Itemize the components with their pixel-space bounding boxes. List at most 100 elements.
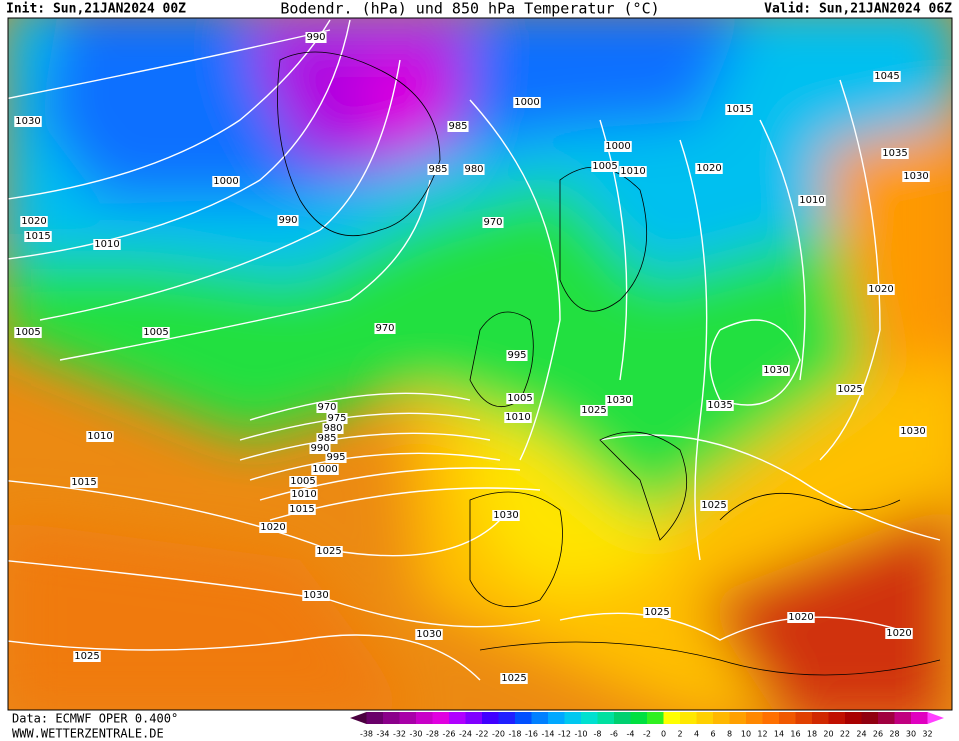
legend-swatch <box>713 712 730 724</box>
isobar-label: 990 <box>306 32 325 43</box>
isobar-label-box <box>326 413 348 424</box>
legend-swatch <box>399 712 417 724</box>
legend-swatch <box>564 712 582 724</box>
isobar-label: 990 <box>310 443 329 454</box>
legend-swatch <box>383 712 400 724</box>
isobar-label: 980 <box>323 423 342 434</box>
isobar-label: 1010 <box>620 166 645 177</box>
isobar-label-box <box>142 327 170 338</box>
isobar-label-box <box>881 148 909 159</box>
isobar-label: 1005 <box>592 161 617 172</box>
isobar-label-box <box>506 393 534 404</box>
isobar-label: 970 <box>483 217 502 228</box>
legend-swatch <box>878 712 895 724</box>
legend-swatch <box>515 712 532 724</box>
isobar-label: 1035 <box>707 400 732 411</box>
isobar-label-box <box>787 612 815 623</box>
isobar-label-box <box>259 522 287 533</box>
legend-swatch <box>581 712 598 724</box>
isobar-label: 1015 <box>25 231 50 242</box>
isobar-label: 1010 <box>94 239 119 250</box>
legend-swatch <box>416 712 433 724</box>
legend-swatch <box>779 712 796 724</box>
isobar-label-box <box>492 510 520 521</box>
isobar-label: 1025 <box>644 607 669 618</box>
legend-label: 14 <box>774 730 784 739</box>
legend-label: -14 <box>541 730 554 739</box>
legend-label: 32 <box>922 730 932 739</box>
legend-label: -38 <box>360 730 373 739</box>
isobar-label-box <box>504 412 532 423</box>
isobar-label: 1030 <box>303 590 328 601</box>
isobar-label-box <box>899 426 927 437</box>
isobar-label: 1025 <box>581 405 606 416</box>
isobar-label: 995 <box>326 452 345 463</box>
legend-label: -6 <box>610 730 618 739</box>
legend-label: -24 <box>459 730 472 739</box>
isobar-label: 1030 <box>763 365 788 376</box>
isobar-label: 1025 <box>701 500 726 511</box>
isobar-label-box <box>290 489 318 500</box>
legend-swatch <box>828 712 846 724</box>
isobar-label: 1010 <box>291 489 316 500</box>
legend-swatch <box>746 712 763 724</box>
legend-label: -4 <box>627 730 635 739</box>
isobar-label-box <box>289 476 317 487</box>
isobar-label: 1020 <box>696 163 721 174</box>
legend-label: 22 <box>840 730 850 739</box>
isobar-label: 1000 <box>312 464 337 475</box>
legend-swatch <box>498 712 516 724</box>
isobar-label: 1030 <box>606 395 631 406</box>
website: WWW.WETTERZENTRALE.DE <box>12 727 164 741</box>
isobar-label-box <box>212 176 240 187</box>
isobar-label: 1005 <box>507 393 532 404</box>
isobar-label-box <box>836 384 864 395</box>
isobar-label: 1015 <box>726 104 751 115</box>
color-legend: -38 -34 -32 -30 -28 -26 -24 -22 -20 -18 -16 -14 -12-… <box>350 712 944 739</box>
legend-label: -26 <box>442 730 455 739</box>
legend-label: 6 <box>710 730 715 739</box>
legend-swatch <box>630 712 648 724</box>
legend-swatch <box>894 712 912 724</box>
legend-label: -34 <box>376 730 389 739</box>
isobar-label-box <box>500 673 528 684</box>
data-source: Data: ECMWF OPER 0.400° <box>12 712 178 726</box>
legend-swatch <box>795 712 813 724</box>
legend-swatch <box>614 712 631 724</box>
isobar-label-box <box>619 166 647 177</box>
isobar-label-box <box>427 164 449 175</box>
isobar-label-box <box>604 141 632 152</box>
isobar-label-box <box>24 231 52 242</box>
coastlines <box>277 51 941 676</box>
isobar-label-box <box>70 477 98 488</box>
isobar-label: 1020 <box>886 628 911 639</box>
legend-label: -28 <box>426 730 439 739</box>
isobar-label-box <box>374 323 396 334</box>
legend-label: 12 <box>757 730 767 739</box>
isobars <box>8 19 941 681</box>
legend-label: -32 <box>393 730 406 739</box>
isobar-label: 1030 <box>493 510 518 521</box>
isobar-label-box <box>725 104 753 115</box>
legend-label: -12 <box>558 730 571 739</box>
legend-label: -16 <box>525 730 538 739</box>
legend-swatch <box>531 712 549 724</box>
legend-arrow <box>350 712 367 724</box>
legend-label: 24 <box>856 730 866 739</box>
legend-swatch <box>762 712 780 724</box>
isobar-label-box <box>605 395 633 406</box>
isobar-label-box <box>798 195 826 206</box>
isobar-label: 1030 <box>900 426 925 437</box>
legend-label: -2 <box>643 730 651 739</box>
legend-label: -10 <box>574 730 587 739</box>
isobar-label: 970 <box>375 323 394 334</box>
isobar-label: 990 <box>278 215 297 226</box>
isobar-label-box <box>762 365 790 376</box>
isobar-label-box <box>591 161 619 172</box>
isobar-label-box <box>322 423 344 434</box>
isobar-label-box <box>14 327 42 338</box>
legend-label: -18 <box>508 730 521 739</box>
isobar-label: 1000 <box>213 176 238 187</box>
isobar-label-box <box>277 215 299 226</box>
